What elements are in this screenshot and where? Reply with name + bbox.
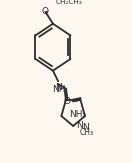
Text: O: O: [41, 7, 48, 16]
Text: N: N: [55, 83, 62, 92]
Text: O: O: [64, 97, 71, 106]
Text: N: N: [76, 121, 83, 130]
Text: N: N: [82, 123, 89, 132]
Text: NH: NH: [52, 85, 66, 94]
Text: NH₂: NH₂: [69, 110, 86, 119]
Text: CH₂CH₃: CH₂CH₃: [56, 0, 83, 5]
Text: CH₃: CH₃: [80, 128, 94, 137]
